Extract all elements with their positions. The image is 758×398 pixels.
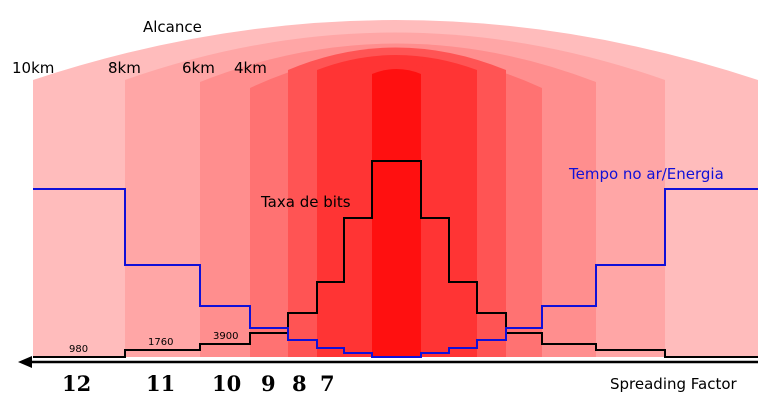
sf-label-9: 9: [261, 371, 276, 394]
bitrate-label: Taxa de bits: [260, 193, 351, 211]
range-label-8km: 8km: [108, 59, 141, 77]
sf-axis: [18, 356, 758, 368]
axis-arrowhead-icon: [18, 356, 32, 368]
axis-label: Spreading Factor: [610, 375, 738, 393]
bitrate-line: [33, 160, 758, 358]
bitrate-value-1760: 1760: [148, 337, 173, 348]
range-title: Alcance: [143, 18, 202, 36]
sf-label-12: 12: [62, 371, 91, 394]
bitrate-value-980: 980: [69, 344, 88, 355]
sf-label-10: 10: [212, 371, 241, 394]
bitrate-value-3900: 3900: [213, 331, 238, 342]
sf-label-7: 7: [320, 371, 335, 394]
sf-label-8: 8: [292, 371, 307, 394]
range-label-4km: 4km: [234, 59, 267, 77]
sf-label-11: 11: [146, 371, 175, 394]
airtime-label: Tempo no ar/Energia: [568, 165, 724, 183]
airtime-line: [33, 188, 758, 358]
range-label-10km: 10km: [12, 59, 54, 77]
range-label-6km: 6km: [182, 59, 215, 77]
range-bands: [33, 20, 758, 357]
range-band-core: [372, 69, 421, 357]
